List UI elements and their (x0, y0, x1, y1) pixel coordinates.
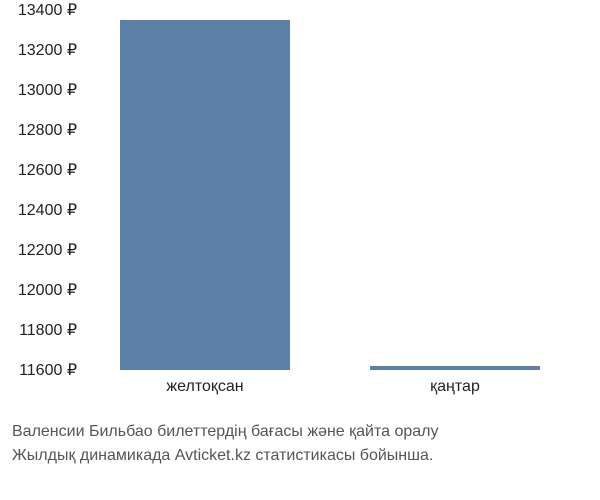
y-tick-label: 11600 ₽ (19, 360, 77, 380)
x-tick-label: желтоқсан (166, 378, 243, 396)
bar-1 (370, 366, 540, 370)
y-tick-label: 12200 ₽ (18, 240, 77, 260)
y-tick-label: 12000 ₽ (18, 280, 77, 300)
plot-area (90, 10, 580, 370)
y-axis: 13400 ₽ 13200 ₽ 13000 ₽ 12800 ₽ 12600 ₽ … (0, 10, 85, 370)
y-tick-label: 11800 ₽ (19, 320, 77, 340)
chart-caption: Валенсии Бильбао билеттердің бағасы және… (12, 420, 439, 468)
x-tick-label: қаңтар (430, 378, 480, 396)
bar-0 (120, 20, 290, 370)
x-axis: желтоқсан қаңтар (90, 378, 580, 408)
caption-line-1: Валенсии Бильбао билеттердің бағасы және… (12, 420, 439, 444)
y-tick-label: 12600 ₽ (18, 160, 77, 180)
y-tick-label: 13000 ₽ (18, 80, 77, 100)
y-tick-label: 12800 ₽ (18, 120, 77, 140)
y-tick-label: 13200 ₽ (18, 40, 77, 60)
y-tick-label: 13400 ₽ (18, 0, 77, 20)
chart-area (90, 10, 580, 370)
y-tick-label: 12400 ₽ (18, 200, 77, 220)
caption-line-2: Жылдық динамикада Avticket.kz статистика… (12, 444, 439, 468)
